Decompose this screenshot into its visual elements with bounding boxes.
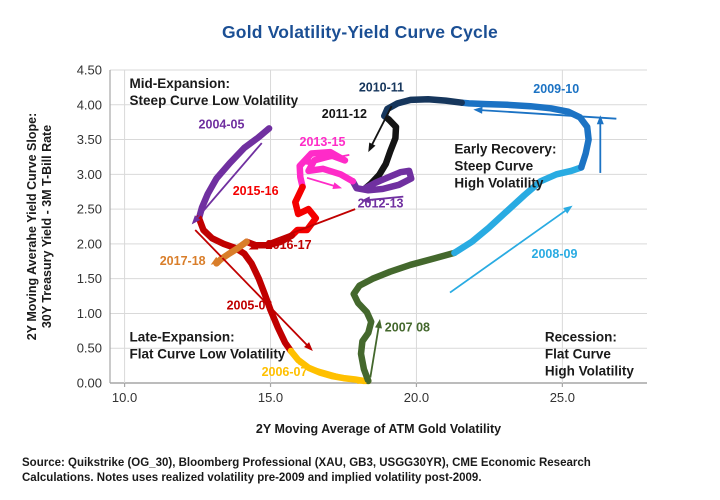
y-tick-label: 1.50 [77,271,102,286]
flow-arrow-line [254,208,356,248]
y-tick-label: 0.50 [77,341,102,356]
series-label-2010-11: 2010-11 [359,81,404,95]
series-label-2006-07: 2006-07 [262,365,308,379]
quadrant-label-early-recovery: Early Recovery: Steep Curve High Volatilit… [454,141,556,190]
source-line-1: Source: Quikstrike (OG_30), Bloomberg Pr… [22,457,591,469]
series-line-2009-10 [458,99,592,171]
y-tick-label: 4.00 [77,97,102,112]
series-line-2007-08 [350,249,458,385]
quadrant-label-line: High Volatility [545,363,634,378]
series-label-2017-18: 2017-18 [160,254,206,268]
series-line-2017-18 [213,238,250,267]
quadrant-label-line: Late-Expansion: [130,329,235,344]
series-label-2007-08: 2007 08 [385,321,430,335]
flow-arrow-head [302,158,313,166]
flow-arrow-line [306,176,336,188]
series-line-2013-15 [296,148,357,191]
flow-arrow-line [309,153,350,164]
page-title: Gold Volatility-Yield Curve Cycle [222,22,498,42]
y-tick-label: 0.00 [77,376,102,391]
quadrant-label-line: High Volatility [454,175,543,190]
flow-arrow-line [369,325,380,378]
series-label-2008-09: 2008-09 [532,247,578,261]
flow-arrow-line [449,208,568,294]
flow-arrow-line [194,229,309,347]
quadrant-label-mid-expansion: Mid-Expansion: Steep Curve Low Volatility [130,76,299,108]
source-line-2: Calculations. Notes uses realized volati… [22,472,482,484]
x-tick-label: 20.0 [404,390,429,405]
series-label-2004-05: 2004-05 [199,117,245,131]
quadrant-label-line: Mid-Expansion: [130,76,231,91]
source-note: Source: Quikstrike (OG_30), Bloomberg Pr… [22,456,707,486]
flow-arrow-line [370,105,393,147]
series-label-2012-13: 2012-13 [358,197,404,211]
flow-arrow-line [195,142,263,220]
y-tick-label: 4.50 [77,63,102,78]
quadrant-label-late-expansion: Late-Expansion: Flat Curve Low Volatility [130,329,286,361]
flow-arrow-line [216,251,231,262]
x-tick-label: 15.0 [258,390,283,405]
quadrant-label-line: Flat Curve Low Volatility [130,346,286,361]
y-axis-title-line: 30Y Treasury Yield - 3M T-Bill Rate [40,125,54,328]
x-tick-label: 10.0 [112,390,137,405]
y-tick-label: 2.50 [77,202,102,217]
y-tick-label: 2.00 [77,236,102,251]
series-line-2008-09 [451,164,585,257]
series-line-2010-11 [381,95,465,123]
series-line-2005-06 [195,214,295,355]
flow-arrow-head [210,256,221,265]
quadrant-label-line: Flat Curve [545,346,612,361]
y-axis-title-line: 2Y Moving Averahe Yield Curve Slope: [25,113,39,340]
flow-arrow-line [480,109,617,120]
series-line-2016-17 [243,232,296,249]
quadrant-label-line: Steep Curve [454,158,533,173]
x-axis-title: 2Y Moving Average of ATM Gold Volatility [256,422,501,436]
y-axis-title: 2Y Moving Averahe Yield Curve Slope:30Y … [25,113,54,340]
flow-arrow-head [368,142,376,153]
series-label-2005-06: 2005-06 [227,298,273,312]
quadrant-label-line: Recession: [545,329,617,344]
flow-arrow-head [304,342,313,352]
flow-arrow-line [367,195,404,201]
quadrant-label-recession: Recession: Flat Curve High Volatility [545,329,634,378]
flow-arrow-head [357,377,367,384]
flow-arrow-head [360,196,371,204]
y-tick-label: 3.00 [77,167,102,182]
quadrant-label-line: Steep Curve Low Volatility [130,93,299,108]
series-label-2016-17: 2016-17 [266,238,312,252]
flow-arrow-head [248,242,259,250]
flow-arrow-line [297,362,361,382]
flow-arrow-head [375,319,382,329]
series-line-2012-13 [349,167,415,194]
y-tick-label: 1.00 [77,306,102,321]
x-tick-label: 25.0 [550,390,575,405]
series-line-2004-05 [195,125,273,222]
flow-arrow-head [332,182,343,190]
series-label-2009-10: 2009-10 [533,82,579,96]
y-tick-label: 3.50 [77,132,102,147]
flow-arrow-head [563,205,573,214]
flow-arrow-head [596,115,604,125]
quadrant-label-line: Early Recovery: [454,141,556,156]
flow-arrow-head [191,215,201,225]
volatility-yield-cycle-chart: 0.00 0.50 1.00 1.50 2.00 2.50 3.00 3.50 4.00 4.50… [25,63,647,436]
series-label-2011-12: 2011-12 [322,107,367,121]
flow-arrow-head [473,106,483,114]
series-label-2013-15: 2013-15 [300,135,346,149]
series-label-2015-16: 2015-16 [233,184,279,198]
